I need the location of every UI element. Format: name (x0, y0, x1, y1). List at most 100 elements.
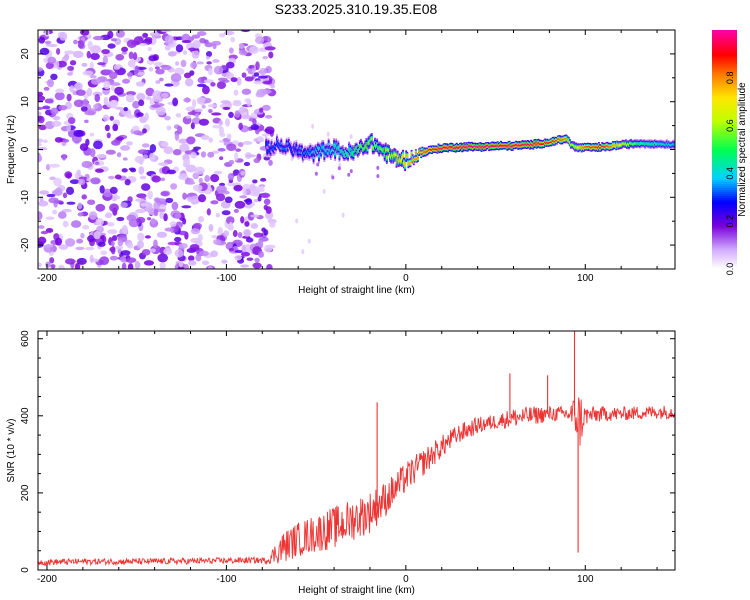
noise-blob (39, 190, 50, 195)
noise-blob (44, 40, 52, 45)
noise-blob (200, 134, 210, 140)
noise-blob (38, 36, 46, 44)
noise-blob (114, 86, 124, 95)
noise-blob (38, 225, 45, 229)
noise-blob (246, 257, 254, 261)
colorbar-cell (712, 105, 737, 109)
ridge-cell (492, 145, 495, 147)
noise-blob (225, 61, 235, 69)
noise-blob (180, 59, 187, 68)
noise-blob (240, 30, 251, 33)
colorbar-cell (712, 125, 737, 129)
noise-blob (59, 31, 68, 41)
noise-blob (40, 230, 49, 235)
ridge-cell (279, 146, 282, 149)
noise-blob (215, 193, 226, 202)
ridge-cell (533, 142, 536, 145)
noise-blob (225, 118, 230, 127)
noise-blob (134, 260, 141, 269)
x-axis-label: Height of straight line (km) (298, 585, 415, 596)
ridge-cell (601, 145, 604, 148)
noise-blob (164, 227, 175, 232)
noise-blob (145, 96, 152, 101)
noise-blob (43, 139, 48, 144)
noise-blob (141, 143, 150, 148)
noise-blob (226, 133, 232, 140)
noise-blob (45, 227, 54, 233)
noise-blob (170, 183, 178, 190)
ridge-cell (541, 143, 544, 145)
noise-blob (38, 95, 46, 102)
colorbar-cell (712, 189, 737, 192)
noise-blob (210, 250, 219, 258)
noise-blob (157, 253, 169, 263)
ridge-cell (661, 143, 664, 146)
noise-blob (38, 262, 43, 268)
ridge-cell (592, 145, 595, 148)
ridge-cell (408, 161, 411, 164)
noise-blob (55, 237, 63, 246)
noise-blob (190, 122, 195, 130)
ridge-cell (499, 144, 502, 147)
noise-blob (234, 110, 241, 118)
ridge-cell (383, 153, 386, 157)
colorbar-cell (712, 143, 737, 147)
noise-blob (47, 56, 57, 64)
ridge-cell (520, 144, 523, 147)
noise-blob (116, 152, 122, 158)
ridge-cell (360, 144, 362, 147)
colorbar-cell (712, 117, 737, 121)
ridge-cell (559, 138, 562, 141)
colorbar-cell (712, 65, 737, 69)
noise-blob (158, 162, 169, 167)
colorbar-cell (712, 97, 737, 101)
ridge-cell (552, 140, 555, 143)
colorbar-cell (712, 237, 737, 240)
ridge-cell (459, 146, 461, 149)
noise-blob (149, 152, 156, 161)
noise-blob (70, 220, 82, 228)
ridge-cell (344, 150, 347, 154)
noise-blob (248, 65, 255, 69)
colorbar-cell (712, 85, 737, 89)
colorbar-cell (712, 199, 737, 202)
ridge-cell (365, 143, 368, 148)
colorbar-cell (712, 35, 737, 39)
noise-blob (150, 218, 156, 225)
noise-blob (110, 85, 115, 91)
ridge-cell (276, 139, 278, 144)
ridge-cell (517, 144, 520, 147)
snr-series-line (38, 397, 675, 567)
noise-blob (61, 208, 72, 213)
noise-blob (172, 97, 179, 107)
ridge-cell (519, 144, 522, 147)
colorbar-cell (712, 107, 737, 111)
ridge-cell (351, 150, 354, 155)
colorbar-cell (712, 175, 737, 178)
noise-blob (38, 111, 42, 117)
ridge-cell (284, 148, 287, 151)
ridge-cell (569, 144, 572, 146)
noise-blob (187, 255, 195, 262)
ridge-cell (405, 154, 408, 158)
noise-blob (80, 232, 85, 239)
colorbar-cell (712, 61, 737, 65)
noise-blob (208, 109, 213, 114)
noise-blob (307, 238, 311, 244)
noise-blob (196, 61, 205, 65)
ridge-cell (420, 152, 423, 155)
noise-blob (216, 185, 227, 193)
ridge-cell (267, 142, 270, 145)
noise-blob (110, 245, 116, 255)
ridge-cell (428, 148, 431, 151)
noise-blob (160, 30, 172, 33)
noise-blob (50, 264, 56, 269)
noise-blob (147, 217, 152, 221)
ridge-cell (475, 146, 478, 148)
ridge-cell (333, 143, 336, 147)
ridge-cell (660, 143, 663, 146)
noise-blob (90, 78, 101, 85)
ridge-cell (398, 158, 401, 161)
noise-blob (127, 263, 134, 269)
noise-blob (258, 251, 264, 258)
